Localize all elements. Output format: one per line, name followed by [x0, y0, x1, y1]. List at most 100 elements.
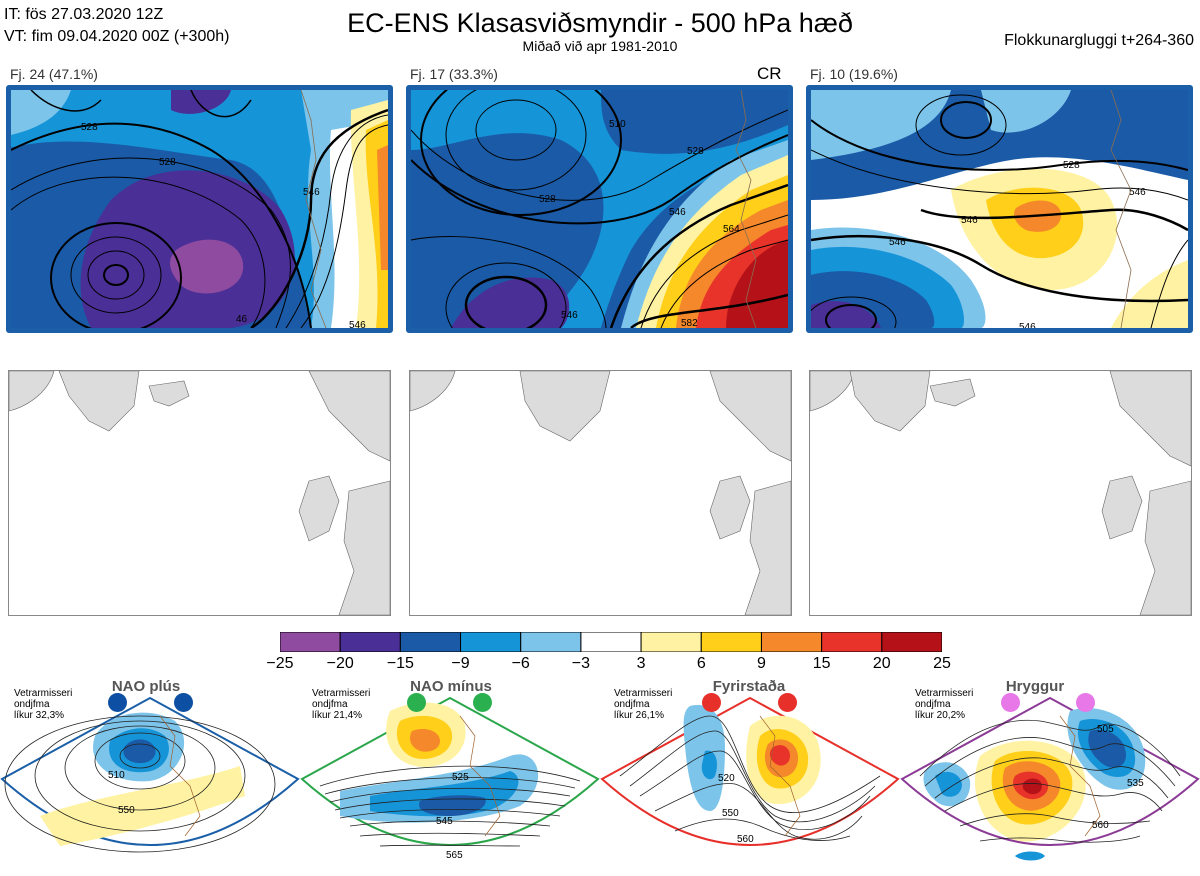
colorbar-tick-label: 6: [696, 655, 706, 672]
colorbar-tick-label: −25: [266, 655, 294, 672]
colorbar: [279, 631, 943, 653]
regime-note-line: Vetrarmisseri: [614, 688, 673, 699]
regime-note-line: líkur 32,3%: [14, 710, 65, 721]
coastline: [1110, 90, 1132, 328]
coastline: [159, 715, 201, 837]
positive-anomaly-peak: [1022, 778, 1042, 795]
header-info: IT: fös 27.03.2020 12Z VT: fim 09.04.202…: [4, 4, 229, 48]
regime-dot: [407, 693, 426, 712]
initial-time: IT: fös 27.03.2020 12Z: [4, 6, 164, 23]
contour-label: 528: [81, 122, 98, 133]
regime-note: Vetrarmisseri ondjfma líkur 21,4%: [312, 688, 370, 721]
regime-dot: [473, 693, 492, 712]
coastline: [735, 90, 757, 328]
regime-note-line: Vetrarmisseri: [312, 688, 371, 699]
colorbar-tick-label: 9: [757, 655, 766, 672]
negative-anomaly-south: [1015, 851, 1045, 861]
cluster-3-label: Fj. 10 (19.6%): [810, 66, 898, 82]
negative-anomaly: [701, 750, 717, 780]
colorbar-swatch: [760, 631, 823, 653]
iceland: [929, 378, 976, 407]
cluster-2-map: 510 528 528 546 564 546 582: [406, 85, 793, 333]
contour-label: 560: [1092, 820, 1109, 831]
colorbar-swatch: [279, 631, 341, 653]
regime-title: Fyrirstaða: [712, 678, 786, 695]
empty-map-2: [409, 370, 792, 616]
regime-nao-plus: 510 550: [0, 676, 300, 871]
colorbar-swatch: [640, 631, 702, 653]
contour-label: 546: [1019, 322, 1036, 328]
colorbar-swatch: [520, 631, 582, 653]
colorbar-tick-label: −9: [451, 655, 470, 672]
colorbar-tick-label: 15: [812, 655, 831, 672]
cluster-1-map: 528 546 528 46 546: [6, 85, 393, 333]
weak-negative-nw: [811, 90, 951, 160]
weak-negative-anomaly: [11, 90, 71, 135]
regime-title: NAO plús: [111, 678, 181, 695]
regime-dot: [108, 693, 127, 712]
regime-note: Vetrarmisseri ondjfma líkur 26,1%: [614, 688, 672, 721]
colorbar-swatch: [460, 631, 522, 653]
europe: [338, 480, 390, 615]
negative-anomaly-west: [935, 771, 962, 797]
greenland: [58, 371, 140, 432]
scandinavia: [709, 371, 791, 462]
colorbar-ticks: −25 −20 −15 −9 −6 −3 3 6 9 15 20 25: [260, 655, 962, 675]
contour-label: 546: [349, 320, 366, 328]
negative-anomaly-core: [419, 795, 486, 816]
regime-dot: [1076, 693, 1095, 712]
negative-anomaly-ne: [601, 90, 788, 154]
contour-label: 560: [737, 834, 754, 845]
colorbar-swatches: [279, 631, 943, 653]
height-contours: [919, 719, 1181, 843]
height-contours: [811, 94, 1188, 328]
contour-label: 546: [669, 207, 686, 218]
contour-label: 582: [681, 318, 698, 328]
negative-anomaly-core: [1088, 729, 1127, 768]
regime-dot: [1001, 693, 1020, 712]
contour-label: 528: [687, 146, 704, 157]
regime-note: Vetrarmisseri ondjfma líkur 32,3%: [14, 688, 72, 721]
colorbar-swatch: [821, 631, 883, 653]
scandinavia: [1109, 371, 1191, 467]
cluster-3-anomaly-plot: 528 546 546 546 546: [811, 90, 1188, 328]
contour-label: 545: [436, 816, 453, 827]
positive-anomaly-se: [1111, 260, 1188, 328]
empty-map-3: [809, 370, 1192, 616]
british-isles: [709, 475, 751, 540]
cluster-3-map: 528 546 546 546 546: [806, 85, 1193, 333]
coastline: [459, 715, 501, 837]
positive-anomaly-peak: [410, 729, 440, 752]
contour-label: 510: [609, 119, 626, 130]
regime-blocking: 520 550 560: [600, 676, 900, 871]
regime-ridge: 505 535 560: [900, 676, 1200, 871]
height-contours: [11, 90, 388, 328]
contour-label: 528: [159, 157, 176, 168]
greenland: [519, 371, 611, 442]
regime-note-line: Vetrarmisseri: [14, 688, 73, 699]
positive-anomaly: [40, 766, 245, 846]
regime-dot: [778, 693, 797, 712]
negative-anomaly-north: [171, 90, 231, 114]
contour-label: 505: [1097, 724, 1114, 735]
contour-label: 528: [1063, 160, 1080, 171]
regime-note-line: Vetrarmisseri: [915, 688, 974, 699]
colorbar-tick-label: 25: [933, 655, 951, 672]
contour-label: 546: [561, 310, 578, 321]
positive-anomaly-peak: [377, 145, 388, 270]
colorbar-swatch: [700, 631, 762, 653]
contour-label: 535: [1127, 778, 1144, 789]
landmass: [410, 371, 456, 412]
map-background: [810, 371, 1191, 615]
contour-label: 520: [718, 773, 735, 784]
colorbar-tick-label: −15: [386, 655, 414, 672]
colorbar-swatch: [339, 631, 401, 653]
landmass: [9, 371, 55, 412]
classification-window: Flokkunargluggi t+264-360: [1004, 32, 1194, 49]
regime-plot: 510 550: [0, 696, 300, 853]
contour-label: 510: [108, 770, 125, 781]
regime-plot: 520 550 560: [600, 696, 900, 846]
cluster-1-label: Fj. 24 (47.1%): [10, 66, 98, 82]
europe: [744, 480, 791, 615]
positive-anomaly-peak: [769, 745, 790, 766]
